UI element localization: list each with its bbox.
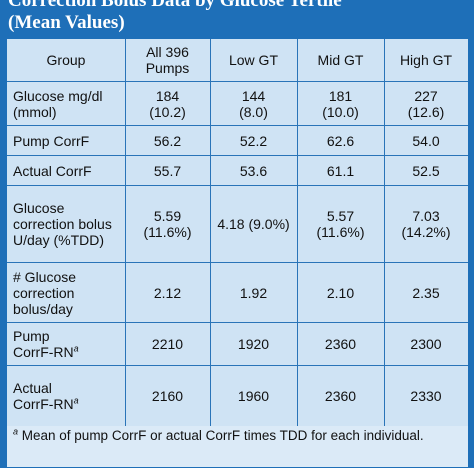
row-label: # Glucose correction bolus/day: [7, 263, 125, 322]
row-label-text: Actual CorrF-RN: [13, 379, 74, 412]
table-cell: 227 (12.6): [407, 87, 445, 120]
row-label-text: Pump CorrF-RN: [13, 328, 74, 360]
table-cell: 144 (8.0): [239, 87, 268, 120]
table-cell: 2300: [410, 336, 442, 352]
grid-line: [210, 39, 212, 426]
grid-line: [7, 262, 468, 264]
table-cell: 5.59 (11.6%): [143, 208, 192, 240]
table-footnote: a Mean of pump CorrF or actual CorrF tim…: [7, 426, 468, 467]
table-cell: 61.1: [326, 162, 355, 179]
grid-line: [7, 155, 468, 157]
header-cell-group: Group: [46, 52, 86, 68]
row-label: Actual CorrF-RNa: [7, 366, 125, 425]
table-cell: 53.6: [239, 162, 268, 179]
table-cell: 56.2: [153, 132, 182, 149]
table-cell: 5.57 (11.6%): [316, 208, 365, 240]
table-cell: 52.5: [412, 162, 440, 179]
table-cell: 54.0: [412, 132, 440, 149]
table-title-line-2: (Mean Values): [8, 12, 125, 33]
grid-line: [7, 185, 468, 187]
row-label: Actual CorrF: [7, 156, 125, 185]
table-cell: 184 (10.2): [149, 87, 186, 120]
table-cell: 55.7: [153, 162, 182, 179]
data-table: Group All 396 Pumps Low GT Mid GT High G…: [7, 39, 468, 467]
table-cell: 1920: [237, 336, 270, 352]
table-cell: 62.6: [326, 132, 355, 149]
table-cell: 7.03 (14.2%): [401, 208, 451, 240]
row-label: Glucose correction bolus U/day (%TDD): [7, 186, 125, 262]
header-cell-low: Low GT: [228, 52, 278, 68]
table-cell: 1960: [237, 387, 270, 404]
row-label-text: Glucose correction bolus U/day (%TDD): [13, 200, 112, 248]
grid-line: [7, 365, 468, 367]
table-cell: 2.12: [153, 284, 182, 301]
grid-line: [7, 81, 468, 83]
table-row: Pump CorrF 56.2 52.2 62.6 54.0: [7, 126, 468, 155]
table-title-line-1: Correction Bolus Data by Glucose Tertile: [8, 0, 342, 11]
header-row: Group All 396 Pumps Low GT Mid GT High G…: [7, 39, 468, 81]
row-label: Pump CorrF: [7, 126, 125, 155]
header-cell-all: All 396 Pumps: [145, 44, 190, 76]
table-cell: 52.2: [239, 132, 268, 149]
grid-line: [7, 322, 468, 324]
grid-line: [7, 125, 468, 127]
footnote-marker: a: [73, 343, 79, 354]
table-row: Actual CorrF-RNa 2160 1960 2360 2330: [7, 366, 468, 425]
row-label-text: Actual CorrF: [13, 162, 92, 179]
table-row: Glucose correction bolus U/day (%TDD) 5.…: [7, 186, 468, 262]
row-label-text: Glucose mg/dl (mmol): [13, 87, 103, 120]
header-cell-mid: Mid GT: [317, 52, 364, 68]
table-row: Pump CorrF-RNa 2210 1920 2360 2300: [7, 323, 468, 365]
table-row: Actual CorrF 55.7 53.6 61.1 52.5: [7, 156, 468, 185]
row-label-text: # Glucose correction bolus/day: [13, 268, 77, 317]
grid-line: [125, 39, 127, 426]
table-row: Glucose mg/dl (mmol) 184 (10.2) 144 (8.0…: [7, 82, 468, 125]
table-cell: 181 (10.0): [322, 87, 359, 120]
footnote-marker: a: [73, 394, 79, 405]
row-label: Pump CorrF-RNa: [7, 323, 125, 365]
row-label: Glucose mg/dl (mmol): [7, 82, 125, 125]
header-cell-high: High GT: [399, 52, 453, 68]
table-cell: 2.35: [412, 284, 440, 301]
footnote-text: Mean of pump CorrF or actual CorrF times…: [18, 428, 424, 443]
table-cell: 4.18 (9.0%): [217, 216, 290, 232]
table-title: Correction Bolus Data by Glucose Tertile…: [8, 0, 468, 34]
table-cell: 1.92: [239, 284, 268, 301]
table-cell: 2160: [151, 387, 184, 404]
table-cell: 2210: [151, 336, 184, 352]
row-label-text: Pump CorrF: [13, 132, 90, 149]
table-cell: 2360: [324, 336, 357, 352]
table-cell: 2.10: [326, 284, 355, 301]
table-row: # Glucose correction bolus/day 2.12 1.92…: [7, 263, 468, 322]
grid-line: [297, 39, 299, 426]
footnote-marker: a: [13, 426, 19, 437]
table-cell: 2360: [324, 387, 357, 404]
grid-line: [384, 39, 386, 426]
table-cell: 2330: [410, 387, 442, 404]
